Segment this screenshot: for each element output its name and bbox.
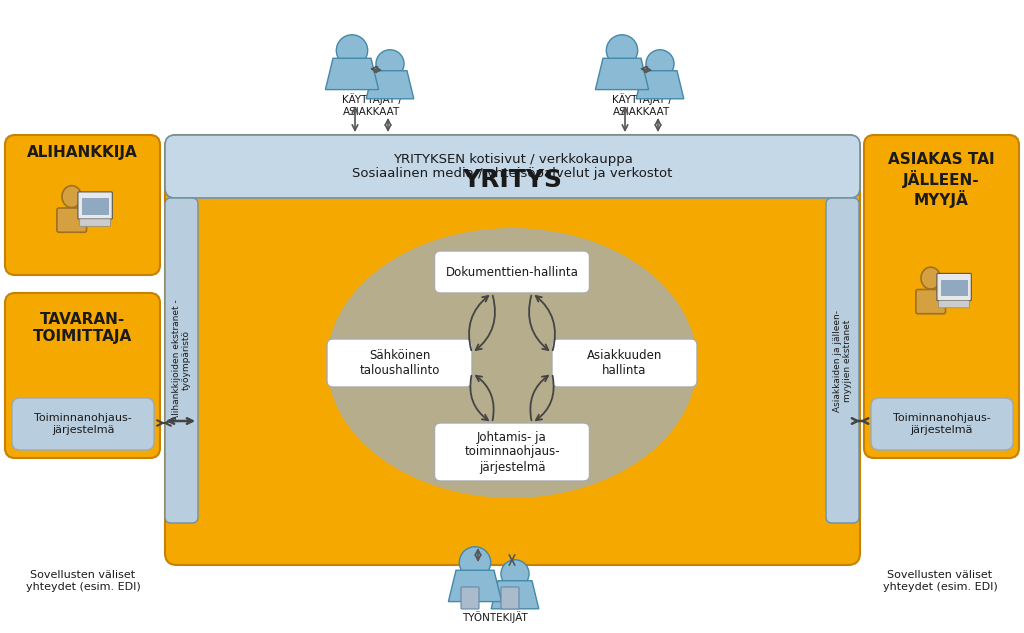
FancyBboxPatch shape xyxy=(552,339,697,387)
FancyBboxPatch shape xyxy=(501,587,519,609)
Text: Sovellusten väliset
yhteydet (esim. EDI): Sovellusten väliset yhteydet (esim. EDI) xyxy=(26,570,140,592)
Ellipse shape xyxy=(327,228,697,498)
Text: YRITYKSEN kotisivut / verkkokauppa
Sosiaalinen media / yhteisöpalvelut ja verkos: YRITYKSEN kotisivut / verkkokauppa Sosia… xyxy=(352,153,673,180)
FancyBboxPatch shape xyxy=(5,293,160,458)
FancyBboxPatch shape xyxy=(871,398,1013,450)
Text: ASIAKAS TAI
JÄLLEEN-
MYYJÄ: ASIAKAS TAI JÄLLEEN- MYYJÄ xyxy=(888,151,994,208)
Text: Alihankkijoiden ekstranet -
työympäristö: Alihankkijoiden ekstranet - työympäristö xyxy=(172,299,191,422)
FancyBboxPatch shape xyxy=(915,289,945,314)
Text: Dokumenttien-hallinta: Dokumenttien-hallinta xyxy=(445,265,579,279)
Text: KÄYTTÄJÄT /
ASIAKKAAT: KÄYTTÄJÄT / ASIAKKAAT xyxy=(342,93,402,116)
Ellipse shape xyxy=(460,547,490,578)
Polygon shape xyxy=(595,58,648,90)
FancyBboxPatch shape xyxy=(461,587,479,609)
Text: Asiakkuuden
hallinta: Asiakkuuden hallinta xyxy=(587,349,663,377)
FancyBboxPatch shape xyxy=(826,198,859,523)
FancyBboxPatch shape xyxy=(5,135,160,275)
FancyBboxPatch shape xyxy=(939,301,970,308)
Polygon shape xyxy=(492,580,539,609)
FancyBboxPatch shape xyxy=(937,273,972,301)
Ellipse shape xyxy=(336,35,368,66)
Polygon shape xyxy=(367,71,414,99)
FancyBboxPatch shape xyxy=(165,135,860,565)
Text: Sovellusten väliset
yhteydet (esim. EDI): Sovellusten väliset yhteydet (esim. EDI) xyxy=(883,570,997,592)
FancyBboxPatch shape xyxy=(80,219,111,227)
Text: Sähköinen
taloushallinto: Sähköinen taloushallinto xyxy=(359,349,439,377)
Text: YRITYS: YRITYS xyxy=(463,168,562,192)
Polygon shape xyxy=(326,58,379,90)
Polygon shape xyxy=(636,71,684,99)
Ellipse shape xyxy=(921,267,940,289)
FancyBboxPatch shape xyxy=(12,398,154,450)
Text: TAVARAN-
TOIMITTAJA: TAVARAN- TOIMITTAJA xyxy=(33,312,132,344)
Bar xyxy=(82,198,109,215)
Text: KÄYTTÄJÄT /
ASIAKKAAT: KÄYTTÄJÄT / ASIAKKAAT xyxy=(612,93,672,116)
Text: Toiminnanohjaus-
järjestelmä: Toiminnanohjaus- järjestelmä xyxy=(893,413,991,435)
FancyBboxPatch shape xyxy=(327,339,472,387)
Text: Asiakkaiden ja jälleen-
myyjien ekstranet: Asiakkaiden ja jälleen- myyjien ekstrane… xyxy=(833,310,852,411)
Text: Toiminnanohjaus-
järjestelmä: Toiminnanohjaus- järjestelmä xyxy=(34,413,132,435)
Ellipse shape xyxy=(606,35,638,66)
Ellipse shape xyxy=(62,185,82,208)
Text: Johtamis- ja
toiminnaohjaus-
järjestelmä: Johtamis- ja toiminnaohjaus- järjestelmä xyxy=(464,430,560,473)
FancyBboxPatch shape xyxy=(434,251,590,293)
FancyBboxPatch shape xyxy=(165,135,860,198)
FancyBboxPatch shape xyxy=(78,192,113,219)
Polygon shape xyxy=(449,570,502,601)
Ellipse shape xyxy=(646,50,674,78)
Text: TYÖNTEKIJÄT: TYÖNTEKIJÄT xyxy=(462,611,528,623)
FancyBboxPatch shape xyxy=(434,423,590,481)
Text: ALIHANKKIJA: ALIHANKKIJA xyxy=(27,146,138,161)
FancyBboxPatch shape xyxy=(864,135,1019,458)
Bar xyxy=(941,280,968,296)
Ellipse shape xyxy=(501,560,529,588)
FancyBboxPatch shape xyxy=(165,198,198,523)
FancyBboxPatch shape xyxy=(57,208,86,232)
Ellipse shape xyxy=(376,50,404,78)
